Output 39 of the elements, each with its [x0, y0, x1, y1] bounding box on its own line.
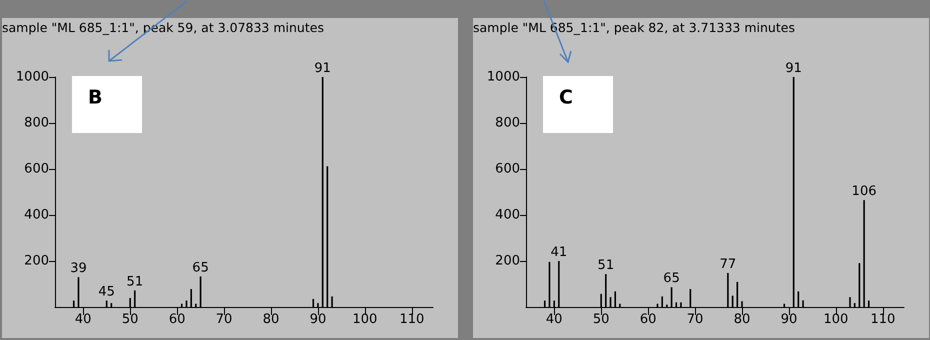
annotation: 65: [192, 260, 209, 276]
annotation: 106: [852, 184, 876, 200]
annotation: 51: [126, 274, 144, 290]
annotation: B: [88, 86, 102, 108]
x-tick-label: 50: [592, 312, 610, 327]
y-tick-label: 1000: [486, 70, 520, 84]
x-tick-label: 70: [216, 312, 232, 327]
y-tick-label: 200: [495, 254, 520, 268]
x-tick-label: 90: [780, 312, 798, 327]
x-tick-label: 70: [686, 312, 704, 327]
y-tick-label: 1000: [16, 70, 49, 84]
annotation: 77: [720, 256, 736, 272]
annotation: C: [559, 86, 573, 108]
annotation: 41: [550, 245, 568, 260]
x-tick-label: 90: [310, 312, 326, 327]
y-tick-label: 400: [24, 208, 49, 222]
x-tick-label: 80: [734, 312, 750, 327]
y-tick-label: 800: [24, 116, 49, 130]
x-tick-label: 60: [168, 312, 186, 327]
x-tick-label: 80: [262, 312, 280, 327]
annotation: 65: [663, 271, 680, 286]
x-tick-label: 100: [352, 312, 378, 327]
x-tick-label: 40: [74, 312, 92, 327]
y-tick-label: 800: [495, 116, 520, 130]
x-tick-label: 100: [824, 312, 848, 327]
y-tick-label: 600: [495, 162, 520, 176]
x-tick-label: 110: [870, 312, 896, 327]
x-tick-label: 60: [640, 312, 656, 327]
y-tick-label: 600: [24, 162, 49, 176]
x-tick-label: 110: [399, 312, 424, 327]
annotation: 51: [598, 258, 614, 274]
y-tick-label: 400: [495, 208, 520, 222]
y-tick-label: 200: [24, 254, 49, 268]
annotation: 39: [70, 261, 87, 276]
annotation: 45: [98, 284, 115, 300]
x-tick-label: 40: [546, 312, 562, 327]
x-tick-label: 50: [122, 312, 138, 327]
annotation: 91: [314, 61, 331, 76]
annotation: 91: [785, 61, 802, 76]
